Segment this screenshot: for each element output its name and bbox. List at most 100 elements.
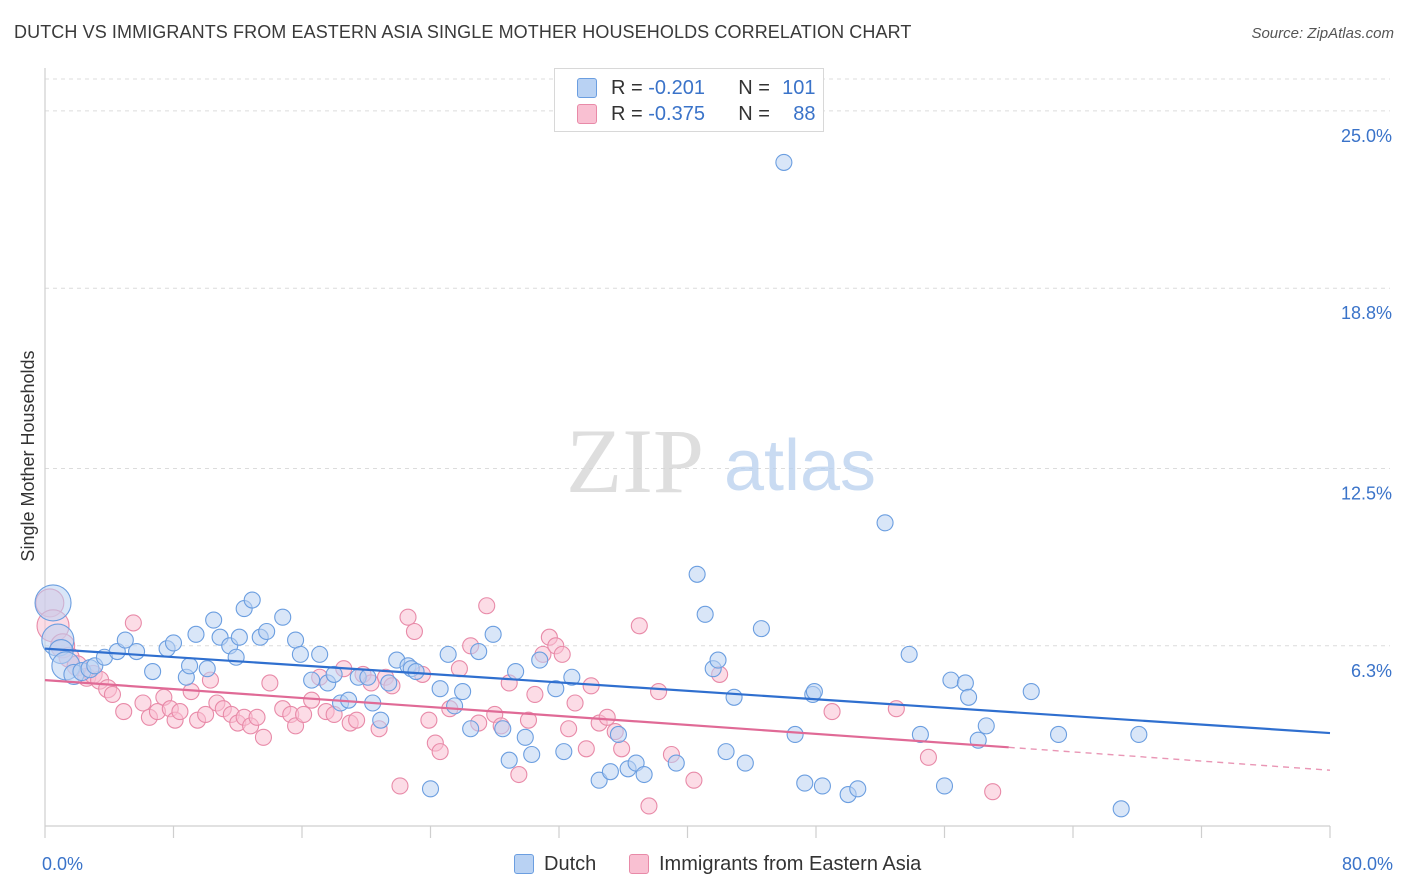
dutch-point [547,680,565,698]
dutch-point [563,668,581,686]
dutch-point [431,680,449,698]
data-points [34,113,1148,818]
immigrants-point [510,765,528,784]
bottom-legend-label-immigrants: Immigrants from Eastern Asia [659,852,922,875]
dutch-point [446,697,464,715]
dutch-point [1049,725,1068,744]
dutch-point [590,771,608,789]
dutch-point [601,763,619,781]
dutch-point [287,631,305,649]
immigrants-point [577,740,595,758]
immigrants-point [431,743,449,761]
chart-source: Source: ZipAtlas.com [1251,25,1394,42]
immigrants-point [566,694,584,712]
immigrants-point [478,597,496,615]
dutch-point [911,725,929,744]
immigrants-point [124,614,142,632]
dutch-point [736,754,754,772]
legend-r-label: R = [611,76,643,99]
dutch-point [462,720,480,738]
gridlines [45,78,1390,647]
dutch-point [291,645,309,663]
dutch-point [325,665,343,683]
immigrants-point [115,703,133,721]
correlation-legend: R = -0.201 N = 101 R = -0.375 N = 88 [554,68,824,132]
immigrants-point [640,797,658,815]
legend-swatch-dutch [577,78,597,98]
y-tick-label: 6.3% [1351,661,1392,681]
dutch-point [516,728,534,746]
dutch-point [523,745,541,764]
legend-r-label: R = [611,102,643,125]
dutch-point [274,608,292,626]
legend-row-immigrants: R = -0.375 N = 88 [577,101,816,127]
immigrants-point [613,740,631,758]
dutch-point [303,671,321,689]
dutch-point [956,674,974,692]
dutch-point [359,668,377,686]
dutch-point [34,584,72,622]
dutch-trend-line [44,647,1331,735]
legend-n-label: N = [738,102,770,125]
dutch-point [531,651,549,669]
immigrants-point [134,694,152,712]
x-tick-label: 80.0% [1342,854,1393,874]
legend-r-value-immigrants: -0.375 [648,102,705,125]
y-tick-label: 25.0% [1341,126,1392,146]
x-tick-label: 0.0% [42,854,83,874]
dutch-point [717,743,735,761]
dutch-point [876,514,894,532]
immigrants-point [526,685,544,703]
dutch-point [144,662,162,681]
watermark-zip: ZIP [566,410,704,512]
dutch-point [205,611,223,629]
dutch-point [805,683,823,701]
immigrants-point [650,683,668,701]
dutch-point [1130,725,1148,744]
bottom-legend-swatch-dutch [514,854,534,874]
dutch-point [128,642,146,661]
dutch-point [116,631,134,649]
dutch-point [635,765,653,784]
legend-r-value-dutch: -0.201 [648,76,705,99]
immigrants-point [823,703,841,721]
immigrants-point [295,705,313,723]
immigrants-point [261,674,279,692]
immigrants-point [420,711,438,729]
dutch-point [786,725,804,744]
legend-n-value-dutch: 101 [782,76,816,99]
dutch-point [243,591,261,609]
dutch-point [752,620,770,638]
dutch-point [696,605,714,623]
y-axis-label: Single Mother Households [18,350,38,561]
dutch-point [507,662,525,681]
dutch-point [1022,683,1040,701]
legend-n-value-immigrants: 88 [793,102,816,125]
immigrants-point [103,685,122,703]
dutch-point [960,688,978,706]
bottom-legend-swatch-immigrants [629,854,649,874]
dutch-point [977,717,995,735]
immigrants-point [391,777,409,795]
y-tick-label: 12.5% [1341,483,1392,503]
dutch-point [667,754,685,772]
dutch-point [935,777,954,795]
dutch-point [227,648,245,666]
immigrants-point [399,608,417,626]
dutch-point [181,657,199,675]
dutch-point [796,774,814,792]
immigrants-point [553,645,571,663]
immigrants-trend-extension [1008,746,1331,771]
dutch-point [494,720,512,738]
immigrants-point [560,720,578,738]
y-tick-label: 18.8% [1341,303,1392,323]
immigrants-point [254,728,273,746]
dutch-point [849,780,867,798]
trend-lines [44,647,1331,771]
dutch-point [230,628,248,646]
immigrants-point [598,708,616,726]
axes [44,68,1331,838]
immigrants-point [348,711,366,729]
dutch-point [407,662,425,681]
